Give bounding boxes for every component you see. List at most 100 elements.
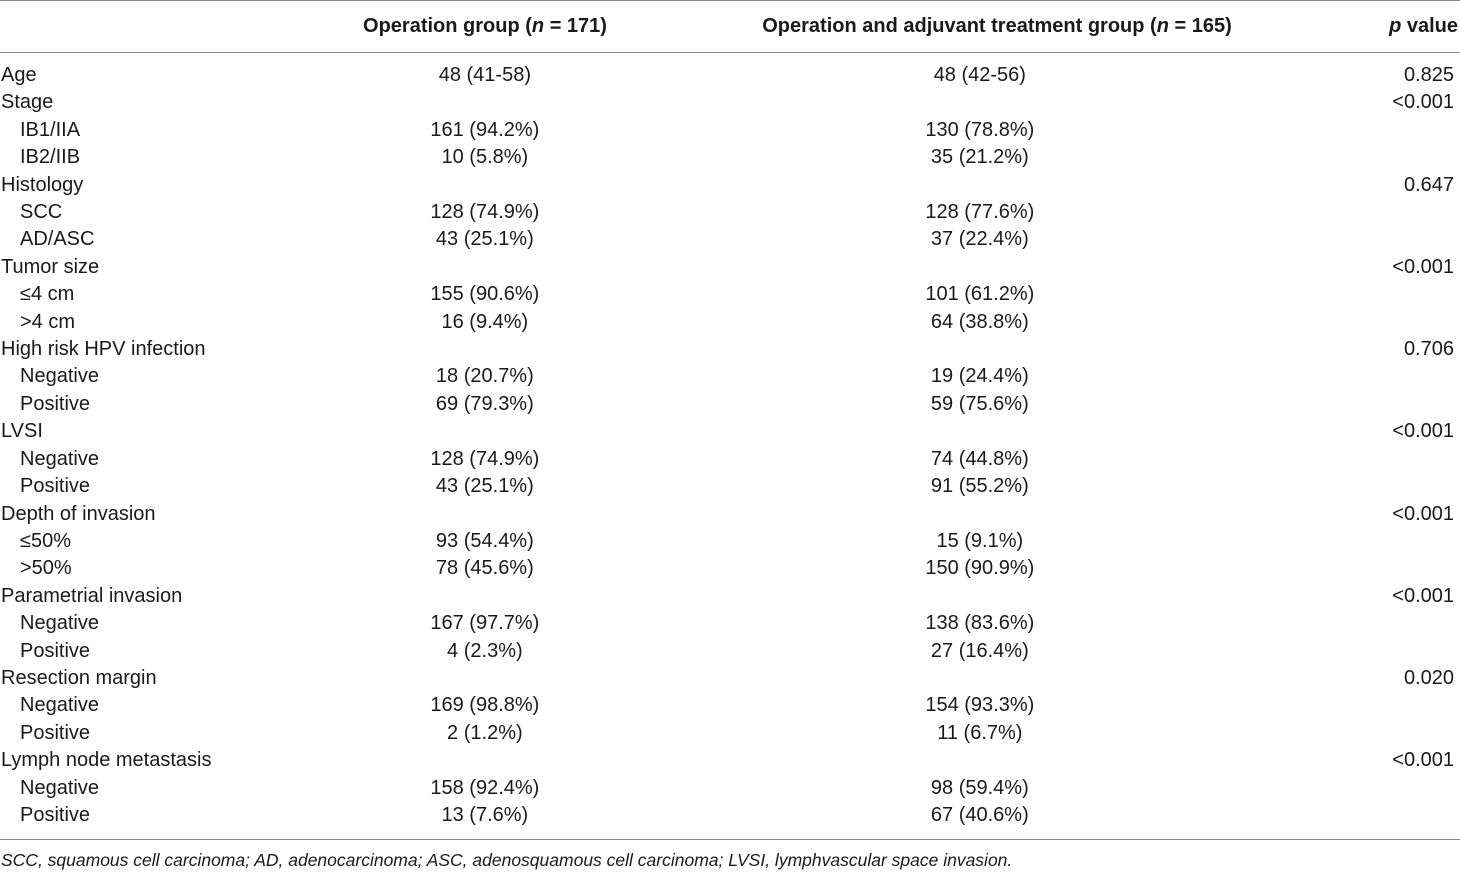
operation-group-value: [330, 336, 639, 363]
table-row: Positive 2 (1.2%) 11 (6.7%): [0, 720, 1460, 747]
operation-group-value: 16 (9.4%): [441, 310, 529, 333]
p-value: <0.001: [1392, 420, 1454, 443]
p-value: [1320, 309, 1460, 336]
adjuvant-group-value: 15 (9.1%): [936, 529, 1024, 552]
table-row: Stage <0.001: [0, 89, 1460, 116]
p-value: 0.647: [1403, 173, 1454, 196]
table-row: SCC 128 (74.9%) 128 (77.6%): [0, 199, 1460, 226]
operation-group-value: 10 (5.8%): [441, 146, 529, 169]
bottom-rule: [0, 839, 1460, 840]
p-value: [1320, 802, 1460, 829]
operation-group-value: [330, 89, 639, 116]
operation-group-value: 161 (94.2%): [430, 118, 540, 141]
row-label: Positive: [20, 392, 91, 415]
adjuvant-group-value: 101 (61.2%): [925, 283, 1035, 306]
table-row: Depth of invasion <0.001: [0, 501, 1460, 528]
table-row: Resection margin 0.020: [0, 665, 1460, 692]
row-label: Stage: [1, 91, 54, 114]
operation-group-value: [330, 418, 639, 445]
row-label: Parametrial invasion: [1, 584, 183, 607]
adjuvant-group-value: 35 (21.2%): [930, 146, 1029, 169]
adjuvant-group-value: 27 (16.4%): [930, 639, 1029, 662]
table-row: Lymph node metastasis <0.001: [0, 747, 1460, 774]
row-label: Tumor size: [1, 255, 100, 278]
row-label: Depth of invasion: [1, 502, 156, 525]
row-label: AD/ASC: [20, 228, 95, 251]
row-label: >50%: [20, 557, 72, 580]
operation-group-value: 13 (7.6%): [441, 803, 529, 826]
row-label: LVSI: [1, 420, 43, 443]
row-label: Negative: [20, 694, 99, 717]
table-row: Parametrial invasion <0.001: [0, 583, 1460, 610]
operation-group-value: 43 (25.1%): [435, 475, 534, 498]
operation-group-value: [330, 747, 639, 774]
adjuvant-group-value: 130 (78.8%): [925, 118, 1035, 141]
adjuvant-group-value: 19 (24.4%): [930, 365, 1029, 388]
row-label: Histology: [1, 173, 84, 196]
row-label: >4 cm: [20, 310, 76, 333]
operation-group-value: 48 (41-58): [438, 64, 531, 86]
operation-group-value: 69 (79.3%): [435, 392, 534, 415]
row-label: Lymph node metastasis: [1, 749, 212, 772]
footnote: SCC, squamous cell carcinoma; AD, adenoc…: [1, 850, 1013, 870]
p-value: <0.001: [1392, 584, 1454, 607]
row-label: IB1/IIA: [20, 118, 81, 141]
table-row: Age 48 (41-58) 48 (42-56) 0.825: [0, 62, 1460, 89]
adjuvant-group-value: 59 (75.6%): [930, 392, 1029, 415]
row-label: SCC: [20, 201, 63, 224]
adjuvant-group-value: [639, 172, 1320, 199]
adjuvant-group-value: 67 (40.6%): [930, 803, 1029, 826]
p-value: [1320, 144, 1460, 171]
row-label: Negative: [20, 365, 99, 388]
table-row: IB1/IIA 161 (94.2%) 130 (78.8%): [0, 117, 1460, 144]
table-row: Histology 0.647: [0, 172, 1460, 199]
p-value: [1320, 720, 1460, 747]
p-value: [1320, 692, 1460, 719]
p-value: [1320, 528, 1460, 555]
row-label: Negative: [20, 776, 99, 799]
row-label: Age: [1, 64, 37, 86]
adjuvant-group-value: 150 (90.9%): [925, 557, 1035, 580]
operation-group-value: 169 (98.8%): [430, 694, 540, 717]
row-label: Positive: [20, 721, 91, 744]
p-value: 0.020: [1403, 666, 1454, 689]
table-body: Age 48 (41-58) 48 (42-56) 0.825 Stage <0.001 I…: [0, 62, 1460, 829]
p-value: <0.001: [1392, 502, 1454, 525]
row-label: Negative: [20, 447, 99, 470]
p-value: [1320, 610, 1460, 637]
adjuvant-group-value: 91 (55.2%): [930, 475, 1029, 498]
table-row: >50% 78 (45.6%) 150 (90.9%): [0, 555, 1460, 582]
p-value: <0.001: [1392, 749, 1454, 772]
table-row: ≤50% 93 (54.4%) 15 (9.1%): [0, 528, 1460, 555]
adjuvant-group-value: [639, 665, 1320, 692]
p-value: [1320, 226, 1460, 253]
table-row: IB2/IIB 10 (5.8%) 35 (21.2%): [0, 144, 1460, 171]
operation-group-value: 167 (97.7%): [430, 612, 540, 635]
p-value: 0.706: [1403, 338, 1454, 361]
adjuvant-group-value: [639, 336, 1320, 363]
operation-group-value: 43 (25.1%): [435, 228, 534, 251]
adjuvant-group-value: 98 (59.4%): [930, 776, 1029, 799]
row-label: Positive: [20, 475, 91, 498]
row-label: Positive: [20, 803, 91, 826]
operation-group-value: 128 (74.9%): [430, 447, 540, 470]
header-operation-group: Operation group (n = 171): [363, 15, 607, 37]
adjuvant-group-value: 64 (38.8%): [930, 310, 1029, 333]
operation-group-value: 4 (2.3%): [447, 639, 523, 662]
operation-group-value: 155 (90.6%): [430, 283, 540, 306]
table-row: Positive 69 (79.3%) 59 (75.6%): [0, 391, 1460, 418]
operation-group-value: [330, 583, 639, 610]
row-label: ≤4 cm: [20, 283, 75, 306]
operation-group-value: [330, 665, 639, 692]
adjuvant-group-value: 11 (6.7%): [937, 721, 1023, 744]
row-label: High risk HPV infection: [1, 338, 206, 361]
header-rule: [0, 52, 1460, 53]
adjuvant-group-value: [639, 501, 1320, 528]
p-value: 0.825: [1403, 64, 1454, 86]
adjuvant-group-value: 48 (42-56): [933, 64, 1026, 86]
row-label: Negative: [20, 612, 99, 635]
data-table: Age 48 (41-58) 48 (42-56) 0.825 Stage <0.001 I…: [0, 62, 1460, 829]
top-rule: [0, 0, 1460, 1]
table-row: Positive 43 (25.1%) 91 (55.2%): [0, 473, 1460, 500]
